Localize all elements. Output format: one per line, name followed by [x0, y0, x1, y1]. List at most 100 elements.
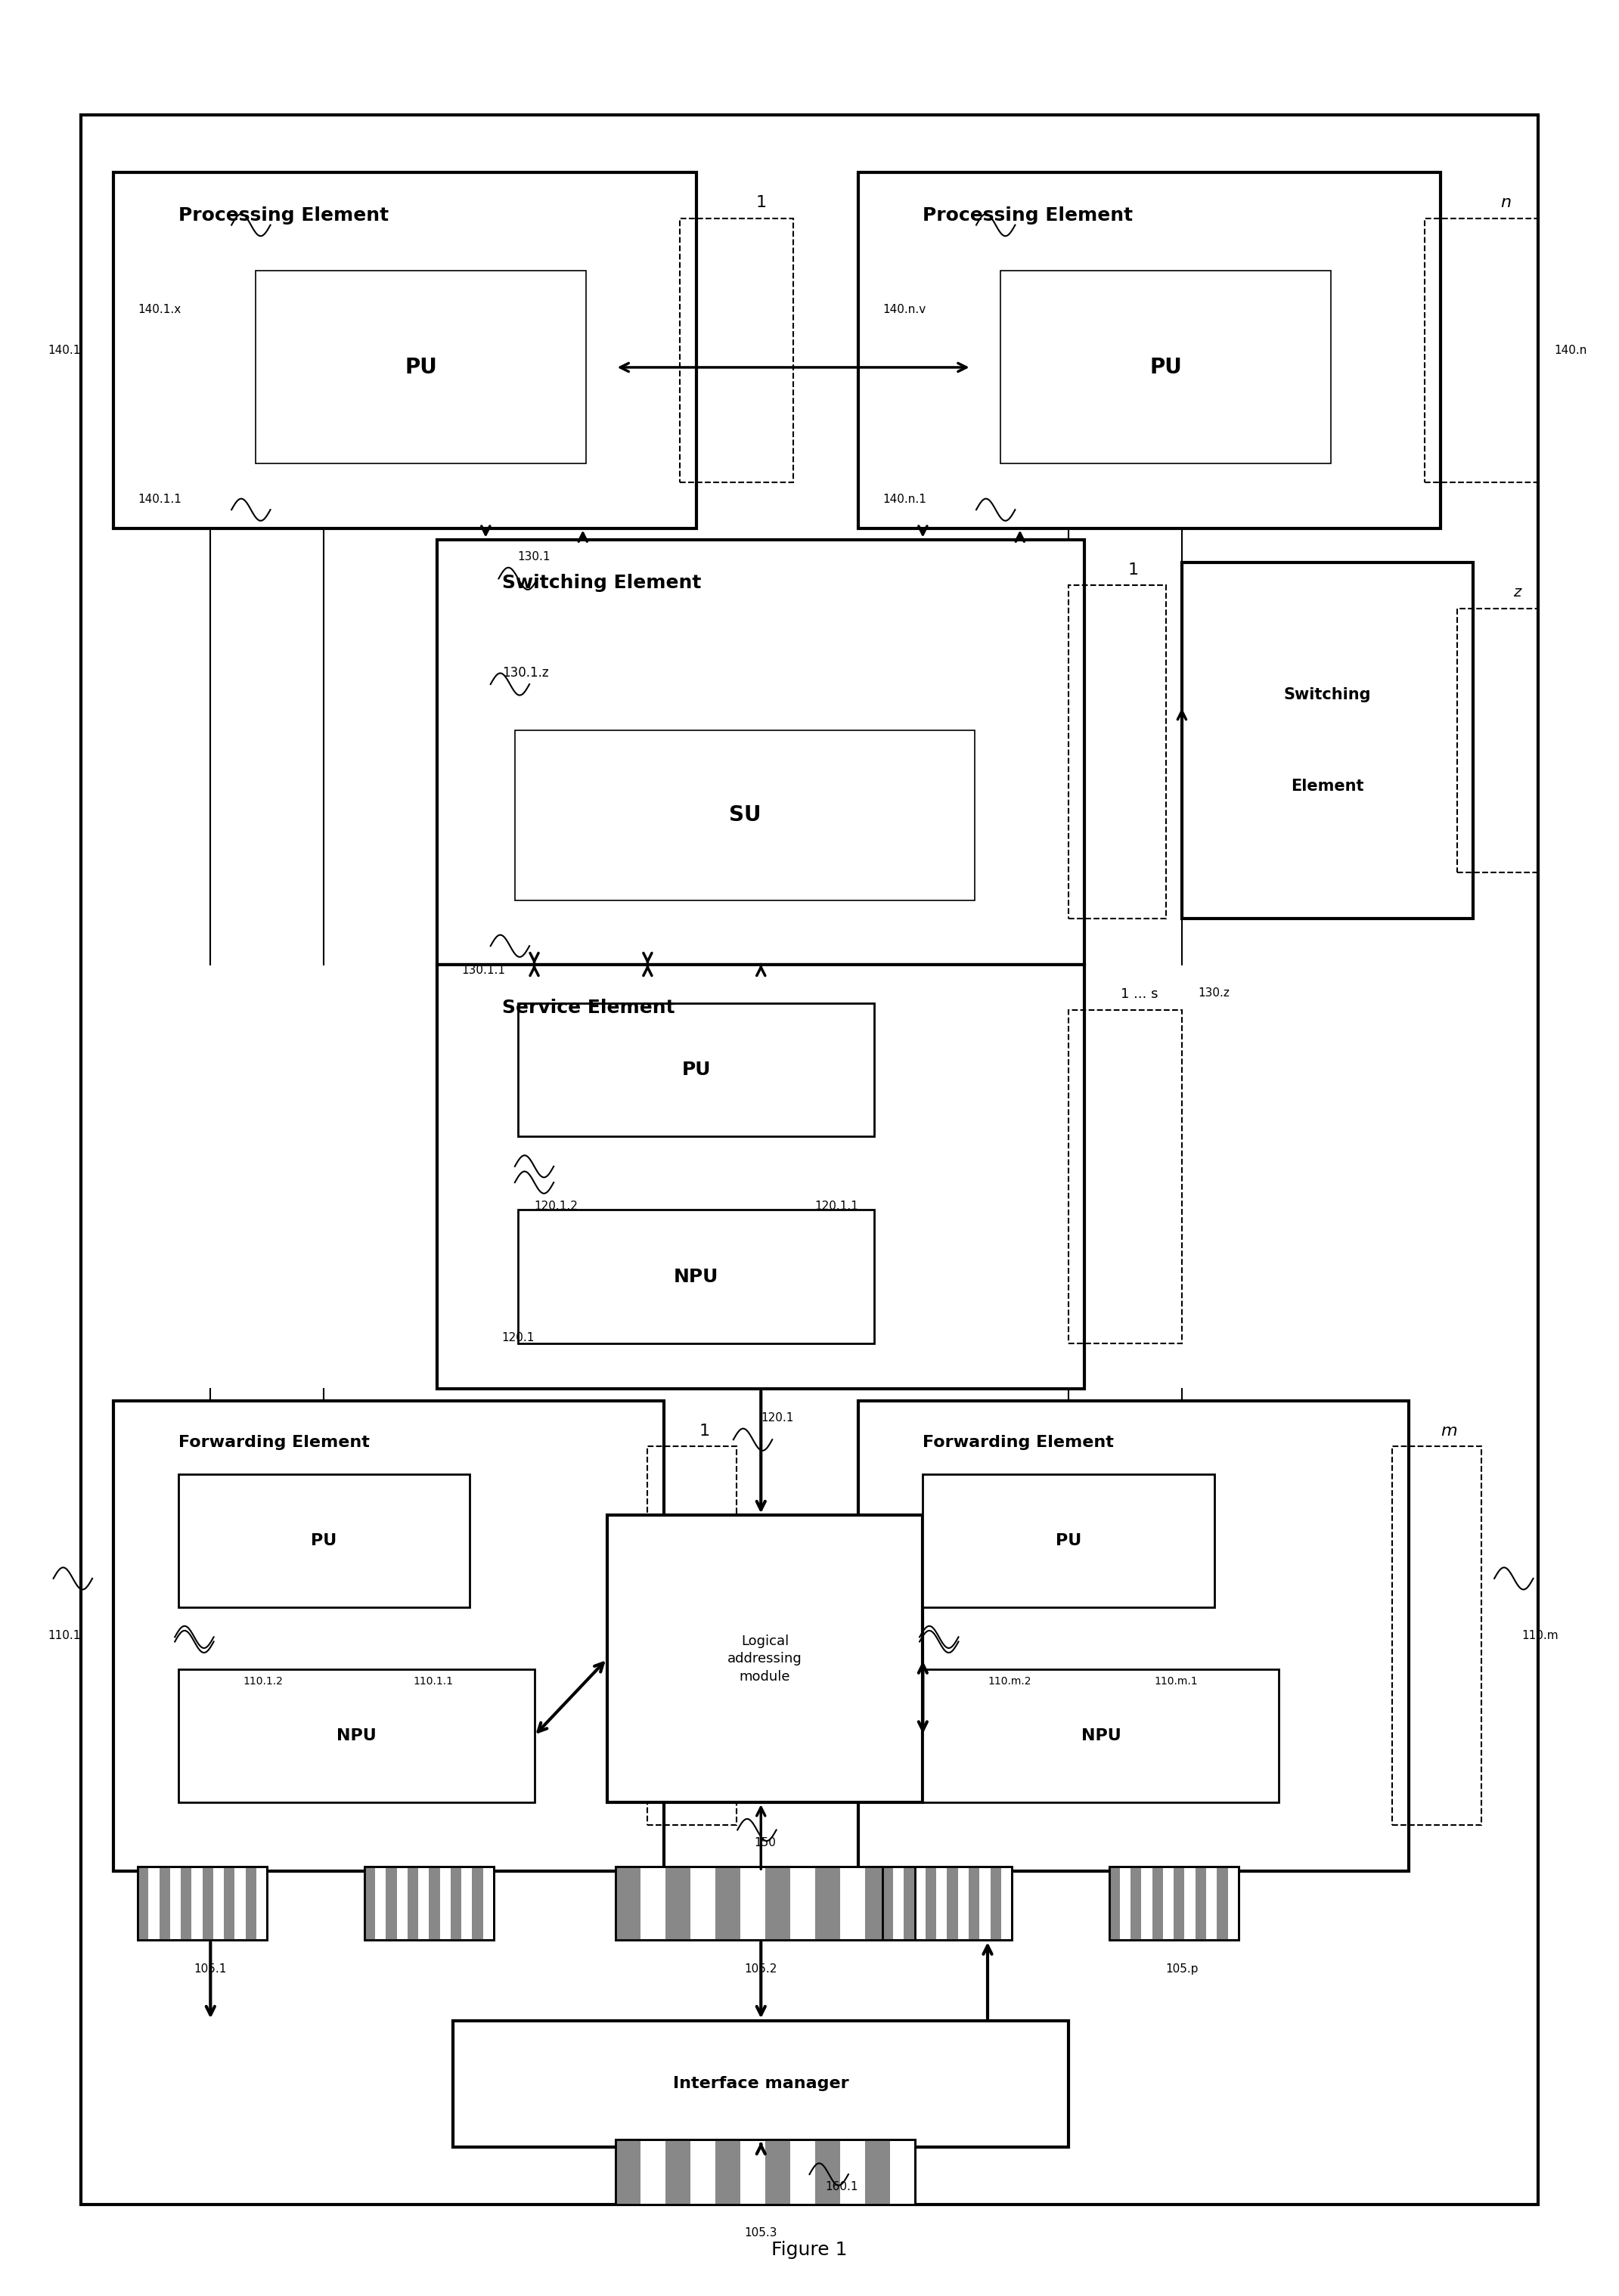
Bar	[1457, 608, 1538, 872]
Text: Forwarding Element: Forwarding Element	[178, 1435, 369, 1451]
Bar	[814, 2140, 840, 2204]
FancyBboxPatch shape	[453, 2020, 1069, 2147]
FancyBboxPatch shape	[113, 1401, 664, 1871]
Text: Forwarding Element: Forwarding Element	[923, 1435, 1114, 1451]
Text: 105.p: 105.p	[1166, 1963, 1198, 1975]
Bar	[615, 1867, 640, 1940]
Text: NPU: NPU	[674, 1267, 719, 1286]
Text: Switching Element: Switching Element	[502, 574, 701, 592]
Bar	[926, 1867, 936, 1940]
Text: Figure 1: Figure 1	[772, 2241, 847, 2259]
FancyBboxPatch shape	[858, 172, 1441, 528]
Bar	[159, 1867, 170, 1940]
Text: 120.1: 120.1	[761, 1412, 793, 1424]
Bar	[450, 1867, 461, 1940]
FancyBboxPatch shape	[923, 1474, 1214, 1607]
Bar	[947, 1867, 958, 1940]
FancyBboxPatch shape	[615, 1867, 915, 1940]
Bar	[665, 1867, 690, 1940]
Bar	[223, 1867, 235, 1940]
FancyBboxPatch shape	[437, 964, 1085, 1389]
Text: 110.m: 110.m	[1522, 1630, 1559, 1642]
Bar	[814, 1867, 840, 1940]
Text: 140.1.1: 140.1.1	[138, 494, 181, 505]
Bar	[1153, 1867, 1162, 1940]
FancyBboxPatch shape	[1109, 1867, 1239, 1940]
Text: m: m	[1441, 1424, 1457, 1440]
Bar	[716, 1867, 740, 1940]
FancyBboxPatch shape	[437, 540, 1085, 964]
Text: SU: SU	[729, 804, 761, 827]
Bar	[968, 1867, 979, 1940]
Bar	[181, 1867, 191, 1940]
Text: 105.2: 105.2	[745, 1963, 777, 1975]
Bar	[1109, 1867, 1120, 1940]
FancyBboxPatch shape	[243, 253, 599, 482]
Text: 1: 1	[699, 1424, 709, 1440]
FancyBboxPatch shape	[178, 1669, 534, 1802]
Bar	[408, 1867, 418, 1940]
FancyBboxPatch shape	[882, 1867, 1012, 1940]
Text: 120.1: 120.1	[502, 1332, 534, 1343]
Text: 130.z: 130.z	[1198, 987, 1230, 999]
FancyBboxPatch shape	[518, 1003, 874, 1137]
Bar	[865, 2140, 890, 2204]
Text: 140.n: 140.n	[1554, 344, 1587, 356]
Text: 1: 1	[756, 195, 766, 211]
Text: Processing Element: Processing Element	[178, 207, 389, 225]
Text: Element: Element	[1290, 778, 1365, 794]
Text: PU: PU	[682, 1061, 711, 1079]
Text: 130.1.1: 130.1.1	[461, 964, 505, 976]
Text: 120.1.2: 120.1.2	[534, 1201, 578, 1212]
Text: 140.n.1: 140.n.1	[882, 494, 926, 505]
Text: PU: PU	[311, 1534, 337, 1548]
FancyBboxPatch shape	[364, 1867, 494, 1940]
FancyBboxPatch shape	[138, 1867, 267, 1940]
Text: Interface manager: Interface manager	[674, 2076, 848, 2092]
Text: Processing Element: Processing Element	[923, 207, 1133, 225]
Text: 160.1: 160.1	[826, 2181, 858, 2193]
Text: PU: PU	[1056, 1534, 1081, 1548]
Bar	[665, 2140, 690, 2204]
Text: n: n	[1501, 195, 1511, 211]
Bar	[1174, 1867, 1185, 1940]
Text: PU: PU	[1149, 356, 1182, 379]
Bar	[364, 1867, 376, 1940]
Bar	[385, 1867, 397, 1940]
Bar	[1195, 1867, 1206, 1940]
Bar	[138, 1867, 149, 1940]
Text: 130.1: 130.1	[518, 551, 550, 563]
FancyBboxPatch shape	[988, 253, 1344, 482]
Bar	[246, 1867, 256, 1940]
Text: 110.1.2: 110.1.2	[243, 1676, 283, 1688]
Text: 110.m.2: 110.m.2	[988, 1676, 1031, 1688]
Text: Logical
addressing
module: Logical addressing module	[727, 1635, 803, 1683]
Bar	[865, 1867, 890, 1940]
FancyBboxPatch shape	[518, 1210, 874, 1343]
Bar	[903, 1867, 915, 1940]
Bar	[764, 1867, 790, 1940]
Bar	[429, 1867, 440, 1940]
Bar	[1130, 1867, 1141, 1940]
Bar	[473, 1867, 482, 1940]
Text: z: z	[1514, 585, 1520, 599]
FancyBboxPatch shape	[113, 172, 696, 528]
FancyBboxPatch shape	[256, 271, 586, 464]
FancyBboxPatch shape	[1001, 271, 1331, 464]
Text: 105.1: 105.1	[194, 1963, 227, 1975]
Text: 140.1: 140.1	[49, 344, 81, 356]
FancyBboxPatch shape	[923, 1669, 1279, 1802]
FancyBboxPatch shape	[81, 115, 1538, 2204]
Text: 110.m.1: 110.m.1	[1154, 1676, 1198, 1688]
FancyBboxPatch shape	[178, 1474, 470, 1607]
Bar	[1392, 1446, 1481, 1825]
Bar	[202, 1867, 214, 1940]
FancyBboxPatch shape	[858, 1401, 1409, 1871]
Bar	[1425, 218, 1538, 482]
Bar	[615, 2140, 640, 2204]
Text: 150: 150	[754, 1837, 776, 1848]
Bar	[764, 2140, 790, 2204]
Text: NPU: NPU	[1081, 1729, 1120, 1743]
Text: 105.3: 105.3	[745, 2227, 777, 2239]
FancyBboxPatch shape	[1182, 563, 1473, 918]
